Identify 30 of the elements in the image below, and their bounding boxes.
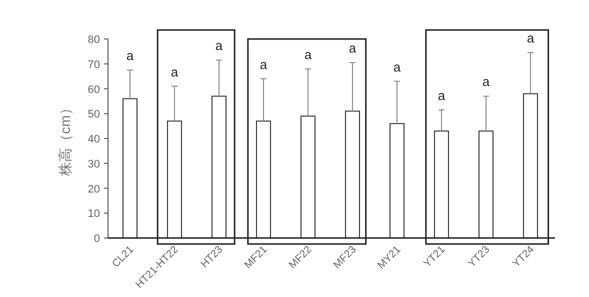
y-tick-label: 20 xyxy=(88,183,100,196)
bar xyxy=(256,120,271,238)
annotation: a xyxy=(215,38,224,54)
y-tick-label: 50 xyxy=(88,108,100,121)
annotation: a xyxy=(304,46,312,62)
bar xyxy=(434,130,449,238)
bar xyxy=(122,98,138,238)
y-tick-label: 80 xyxy=(88,34,100,46)
annotation: a xyxy=(482,74,490,90)
annotation: a xyxy=(260,56,268,72)
bar xyxy=(478,130,494,238)
y-tick-label: 40 xyxy=(88,134,100,146)
y-tick-label: 70 xyxy=(88,58,100,71)
y-tick-label: 0 xyxy=(94,233,100,245)
y-axis-title: 株高（cm） xyxy=(57,101,73,177)
y-tick-label: 60 xyxy=(88,84,100,96)
bar xyxy=(300,116,316,238)
bar xyxy=(523,93,538,238)
annotation: a xyxy=(393,59,402,74)
annotation: a xyxy=(126,48,134,64)
y-tick-label: 30 xyxy=(88,158,100,170)
annotation: a xyxy=(526,30,535,46)
bar xyxy=(212,96,226,238)
bar xyxy=(167,120,182,238)
bar xyxy=(390,123,404,238)
annotation: a xyxy=(348,40,357,56)
y-tick-label: 10 xyxy=(88,208,100,220)
annotation: a xyxy=(170,64,179,80)
annotation: a xyxy=(438,88,446,103)
bar xyxy=(345,110,360,238)
